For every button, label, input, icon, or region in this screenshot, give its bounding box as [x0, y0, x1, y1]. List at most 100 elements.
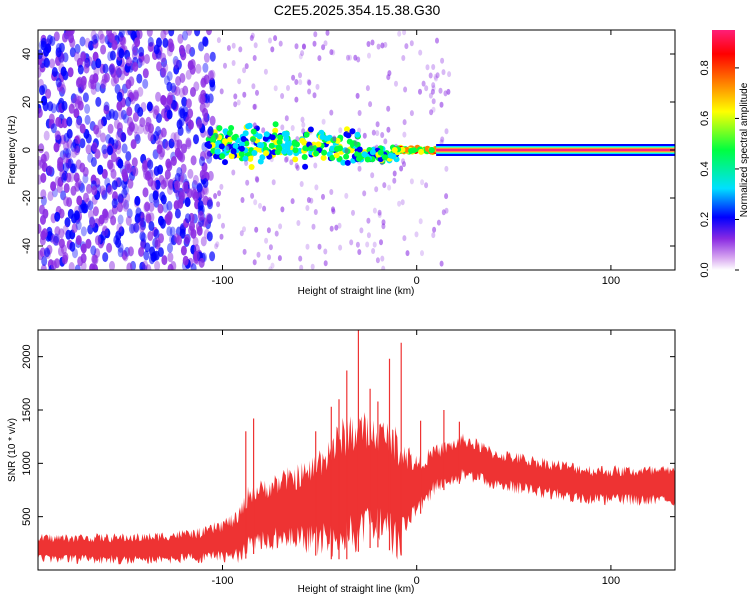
- spectrogram-cell: [307, 126, 314, 133]
- spectrogram-cell: [182, 106, 189, 117]
- spectrogram-cell: [199, 94, 206, 105]
- spectrogram-cell: [367, 52, 371, 59]
- spectrogram-cell: [317, 243, 322, 250]
- spectrogram-cell: [186, 30, 193, 36]
- spectrogram-cell: [444, 193, 449, 200]
- spectrogram-cell: [329, 109, 334, 116]
- spectrogram-cell: [386, 105, 391, 112]
- spectrogram-cell: [301, 43, 306, 50]
- spectrogram-cell: [215, 241, 220, 248]
- spectrogram-cell: [127, 246, 134, 257]
- spectrogram-y-tick-label: -40: [21, 238, 33, 254]
- spectrogram-cell: [119, 35, 126, 46]
- spectrogram-cell: [121, 179, 128, 190]
- spectrogram-cell: [295, 136, 300, 143]
- spectrogram-cell: [40, 153, 47, 164]
- spectrogram-cell: [300, 50, 305, 57]
- spectrogram-cell: [55, 116, 62, 127]
- spectrogram-cell: [50, 234, 57, 245]
- spectrogram-cell: [377, 209, 382, 216]
- spectrogram-cell: [431, 232, 436, 239]
- spectrogram-cell: [59, 168, 66, 179]
- spectrogram-cell: [372, 207, 377, 214]
- spectrogram-cell: [273, 35, 278, 42]
- spectrogram-cell: [233, 101, 238, 108]
- spectrogram-cell: [141, 264, 148, 270]
- spectrogram-cell: [53, 233, 60, 244]
- spectrogram-cell: [113, 74, 120, 84]
- spectrogram-cell: [79, 123, 86, 134]
- spectrogram-cell: [97, 119, 104, 130]
- spectrogram-cell: [249, 35, 254, 41]
- spectrogram-cell: [177, 107, 184, 118]
- spectrogram-cell: [250, 32, 255, 39]
- spectrogram-cell: [264, 237, 269, 244]
- spectrogram-cell: [80, 226, 87, 237]
- spectrogram-cell: [173, 58, 180, 69]
- spectrogram-cell: [253, 103, 258, 110]
- spectrogram-cell: [176, 139, 183, 150]
- spectrogram-cell: [329, 154, 336, 161]
- spectrogram-cell: [150, 252, 157, 263]
- snr-x-tick-label: 0: [414, 575, 420, 587]
- spectrogram-cell: [153, 105, 160, 116]
- spectrogram-cell: [321, 118, 326, 125]
- spectrogram-cell: [40, 173, 47, 183]
- spectrogram-cell: [320, 154, 327, 161]
- spectrogram-cell: [284, 156, 289, 163]
- spectrogram-cell: [377, 212, 382, 218]
- spectrogram-cell: [374, 186, 379, 193]
- spectrogram-cell: [267, 254, 271, 261]
- spectrogram-cell: [294, 96, 299, 103]
- spectrogram-cell: [149, 169, 156, 180]
- spectrogram-cell: [441, 69, 446, 76]
- colorbar: 0.0 0.2 0.4 0.6 0.8 Normalized spectral ampl…: [699, 30, 750, 278]
- spectrogram-cell: [117, 247, 124, 258]
- spectrogram-cell: [62, 252, 69, 262]
- spectrogram-cell: [226, 130, 233, 136]
- spectrogram-cell: [147, 159, 154, 170]
- spectrogram-cell: [83, 192, 89, 203]
- spectrogram-cell: [113, 235, 120, 246]
- spectrogram-cell: [190, 263, 197, 270]
- spectrogram-cell: [447, 71, 452, 78]
- spectrogram-cell: [54, 211, 61, 222]
- spectrogram-cell: [80, 75, 87, 86]
- spectrogram-cell: [440, 136, 445, 143]
- spectrogram-cell: [414, 231, 419, 238]
- spectrogram-cell: [181, 143, 187, 154]
- spectrogram-cell: [244, 160, 249, 166]
- spectrogram-cell: [200, 77, 207, 88]
- spectrogram-cell: [217, 190, 222, 197]
- spectrogram-cell: [58, 246, 64, 257]
- spectrogram-cell: [156, 113, 162, 124]
- spectrogram-cell: [63, 140, 69, 151]
- spectrogram-cell: [270, 46, 275, 53]
- spectrogram-cell: [168, 138, 175, 149]
- spectrogram-cell: [41, 256, 48, 267]
- spectrogram-cell: [134, 134, 141, 145]
- spectrogram-cell: [93, 66, 100, 77]
- spectrogram-cell: [409, 110, 414, 117]
- spectrogram-cell: [58, 52, 65, 63]
- spectrogram-cell: [250, 138, 255, 145]
- spectrogram-cell: [148, 123, 154, 134]
- spectrogram-cell: [111, 180, 118, 191]
- spectrogram-cell: [148, 202, 155, 212]
- spectrogram-y-tick-label: 40: [21, 48, 33, 60]
- spectrogram-cell: [185, 137, 192, 148]
- spectrogram-cell: [75, 77, 82, 88]
- spectrogram-cell: [232, 143, 239, 149]
- spectrogram-cell: [136, 30, 143, 40]
- spectrogram-cell: [74, 214, 81, 225]
- spectrogram-cell: [292, 156, 299, 163]
- spectrogram-cell: [38, 67, 42, 78]
- spectrogram-cell: [50, 181, 57, 192]
- spectrogram-cell: [126, 106, 133, 117]
- spectrogram-cell: [355, 92, 360, 99]
- spectrogram-cell: [397, 200, 402, 207]
- spectrogram-cell: [244, 63, 249, 70]
- spectrogram-cell: [143, 124, 149, 135]
- spectrogram-cell: [185, 44, 192, 54]
- spectrogram-cell: [401, 158, 405, 165]
